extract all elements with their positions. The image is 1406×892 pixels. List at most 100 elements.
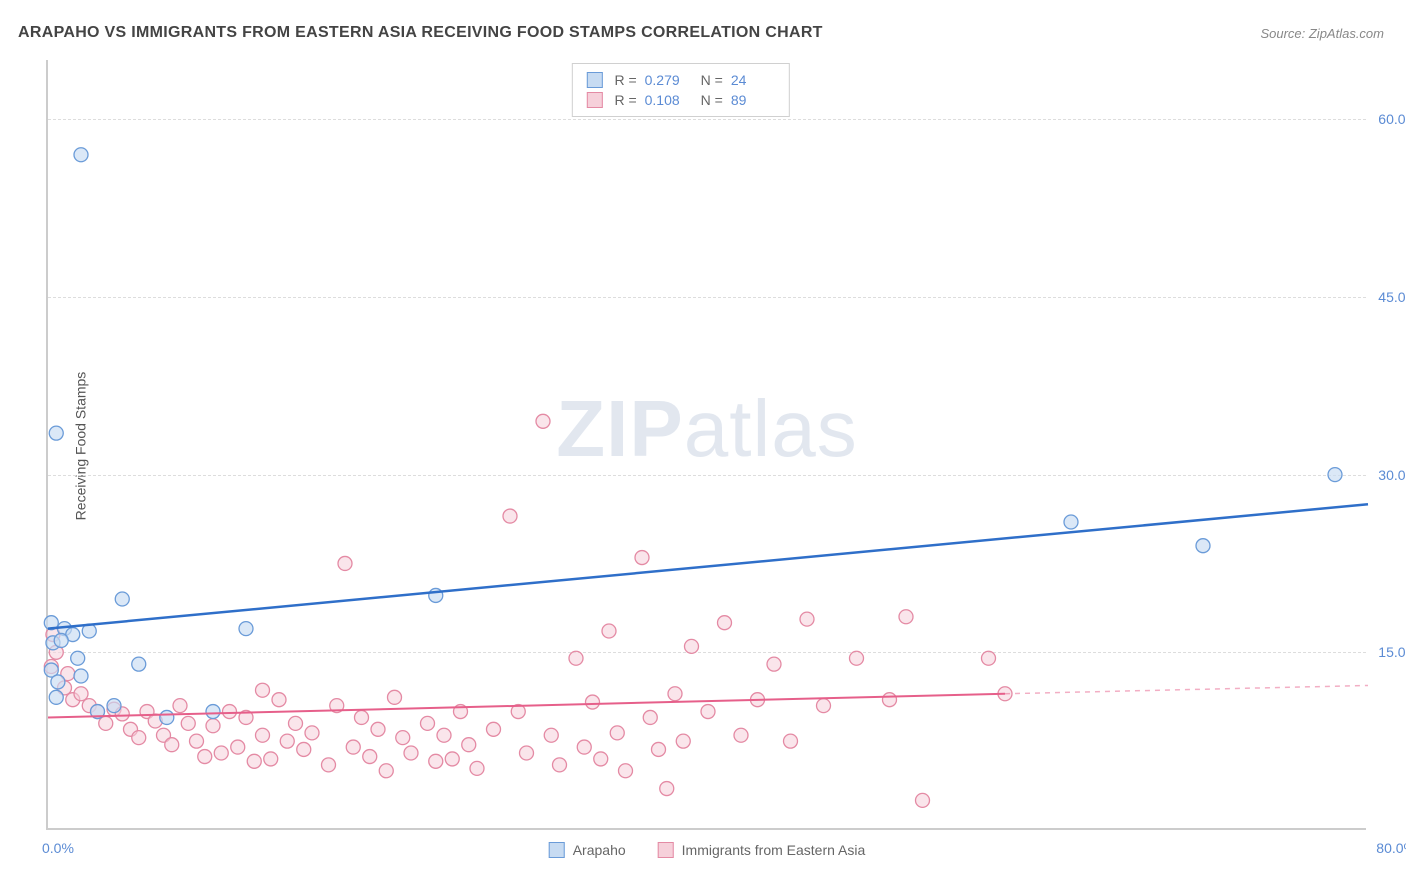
data-point	[916, 793, 930, 807]
data-point	[190, 734, 204, 748]
data-point	[214, 746, 228, 760]
data-point	[800, 612, 814, 626]
data-point	[371, 722, 385, 736]
data-point	[49, 690, 63, 704]
plot-area: ZIPatlas 15.0%30.0%45.0%60.0% R =0.279N …	[46, 60, 1366, 830]
data-point	[256, 683, 270, 697]
n-value: 89	[731, 92, 775, 108]
data-point	[160, 710, 174, 724]
data-point	[132, 731, 146, 745]
r-label: R =	[614, 72, 636, 88]
r-value: 0.108	[645, 92, 689, 108]
data-point	[577, 740, 591, 754]
data-point	[850, 651, 864, 665]
data-point	[503, 509, 517, 523]
series-legend-item: Arapaho	[549, 842, 626, 858]
data-point	[676, 734, 690, 748]
data-point	[173, 699, 187, 713]
data-point	[569, 651, 583, 665]
series-legend-label: Arapaho	[573, 842, 626, 858]
legend-swatch-icon	[586, 72, 602, 88]
data-point	[305, 726, 319, 740]
y-tick-label: 45.0%	[1378, 289, 1406, 305]
data-point	[280, 734, 294, 748]
r-value: 0.279	[645, 72, 689, 88]
data-point	[594, 752, 608, 766]
data-point	[536, 414, 550, 428]
data-point	[49, 426, 63, 440]
data-point	[544, 728, 558, 742]
data-point	[355, 710, 369, 724]
data-point	[322, 758, 336, 772]
n-label: N =	[701, 72, 723, 88]
data-point	[99, 716, 113, 730]
source-attribution: Source: ZipAtlas.com	[1260, 26, 1384, 41]
data-point	[685, 639, 699, 653]
data-point	[899, 610, 913, 624]
data-point	[1064, 515, 1078, 529]
data-point	[206, 705, 220, 719]
data-point	[784, 734, 798, 748]
data-point	[660, 782, 674, 796]
trend-line	[48, 694, 1005, 718]
x-tick-min: 0.0%	[42, 840, 74, 856]
data-point	[470, 761, 484, 775]
data-point	[247, 754, 261, 768]
data-point	[817, 699, 831, 713]
data-point	[198, 750, 212, 764]
data-point	[619, 764, 633, 778]
data-point	[297, 742, 311, 756]
data-point	[883, 693, 897, 707]
data-point	[396, 731, 410, 745]
data-point	[132, 657, 146, 671]
data-point	[462, 738, 476, 752]
data-point	[54, 633, 68, 647]
data-point	[520, 746, 534, 760]
data-point	[445, 752, 459, 766]
legend-swatch-icon	[549, 842, 565, 858]
data-point	[734, 728, 748, 742]
data-point	[404, 746, 418, 760]
data-point	[107, 699, 121, 713]
data-point	[429, 754, 443, 768]
data-point	[181, 716, 195, 730]
data-point	[668, 687, 682, 701]
data-point	[239, 622, 253, 636]
data-point	[652, 742, 666, 756]
legend-swatch-icon	[658, 842, 674, 858]
data-point	[272, 693, 286, 707]
data-point	[71, 651, 85, 665]
data-point	[718, 616, 732, 630]
stats-legend: R =0.279N =24R =0.108N =89	[571, 63, 789, 117]
trend-line	[48, 504, 1368, 628]
chart-title: ARAPAHO VS IMMIGRANTS FROM EASTERN ASIA …	[18, 24, 823, 42]
r-label: R =	[614, 92, 636, 108]
y-tick-label: 30.0%	[1378, 467, 1406, 483]
stats-legend-row: R =0.108N =89	[586, 90, 774, 110]
data-point	[586, 695, 600, 709]
data-point	[264, 752, 278, 766]
data-point	[767, 657, 781, 671]
scatter-svg	[48, 60, 1366, 828]
source-prefix: Source:	[1260, 26, 1308, 41]
data-point	[363, 750, 377, 764]
series-legend-item: Immigrants from Eastern Asia	[658, 842, 866, 858]
data-point	[982, 651, 996, 665]
data-point	[602, 624, 616, 638]
legend-swatch-icon	[586, 92, 602, 108]
data-point	[379, 764, 393, 778]
data-point	[487, 722, 501, 736]
n-value: 24	[731, 72, 775, 88]
data-point	[165, 738, 179, 752]
data-point	[553, 758, 567, 772]
y-tick-label: 15.0%	[1378, 644, 1406, 660]
data-point	[338, 556, 352, 570]
data-point	[74, 669, 88, 683]
data-point	[115, 592, 129, 606]
source-name: ZipAtlas.com	[1309, 26, 1384, 41]
data-point	[421, 716, 435, 730]
data-point	[256, 728, 270, 742]
data-point	[346, 740, 360, 754]
trend-line-dashed	[1005, 685, 1368, 693]
x-tick-max: 80.0%	[1376, 840, 1406, 856]
